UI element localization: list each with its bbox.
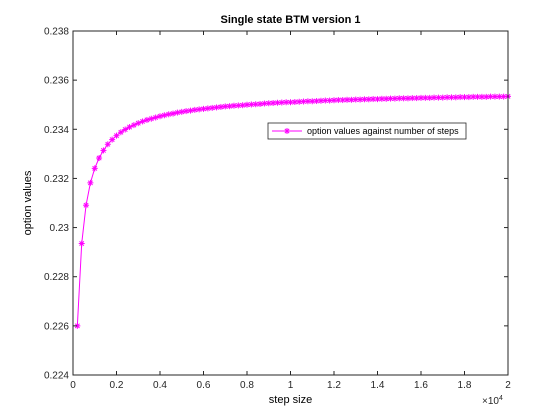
- x-tick-label: 1: [288, 380, 294, 391]
- legend: option values against number of steps: [267, 122, 467, 140]
- x-tick-label: 0.4: [153, 380, 167, 391]
- x-tick-label: 0.8: [240, 380, 254, 391]
- data-point: [113, 132, 120, 139]
- data-point: [100, 147, 107, 154]
- x-tick-label: 1.4: [371, 380, 385, 391]
- ticks-layer: 0 0.2 0.4 0.6 0.8 1 1.2 1.4 1.6 1.8 2 0.224 0.226 0.2…: [44, 27, 511, 392]
- data-point: [361, 96, 368, 103]
- y-tick-label: 0.238: [44, 27, 69, 38]
- data-point: [413, 95, 420, 102]
- legend-marker: [284, 128, 290, 134]
- data-point: [439, 94, 446, 101]
- x-axis-title: step size: [269, 394, 312, 406]
- data-point: [239, 102, 246, 109]
- data-point: [148, 115, 155, 122]
- data-point: [196, 106, 203, 113]
- y-tick-label: 0.232: [44, 174, 69, 185]
- data-point: [261, 100, 268, 107]
- data-point: [117, 129, 124, 136]
- x-tick-label: 1.6: [414, 380, 428, 391]
- data-point: [83, 202, 90, 209]
- legend-label: option values against number of steps: [307, 126, 459, 136]
- y-tick-label: 0.224: [44, 371, 69, 382]
- data-point: [104, 141, 111, 148]
- data-point: [209, 104, 216, 111]
- y-tick-label: 0.228: [44, 272, 69, 283]
- data-point: [435, 94, 442, 101]
- data-point: [200, 105, 207, 112]
- y-tick-label: 0.234: [44, 125, 69, 136]
- data-point: [170, 110, 177, 117]
- data-point: [248, 101, 255, 108]
- data-point: [278, 99, 285, 106]
- data-point: [178, 108, 185, 115]
- data-point: [143, 116, 150, 123]
- data-point: [161, 112, 168, 119]
- legend-marker-star: [284, 128, 290, 134]
- data-point: [157, 113, 163, 120]
- data-point: [478, 93, 485, 100]
- data-point: [152, 114, 159, 121]
- x-tick-label: 1.8: [458, 380, 472, 391]
- legend-box: [267, 122, 467, 140]
- x-tick-label: 0.6: [197, 380, 211, 391]
- data-point: [274, 99, 281, 106]
- data-point: [109, 136, 116, 143]
- x-tick-label: 0.2: [110, 380, 124, 391]
- y-tick-label: 0.226: [44, 321, 69, 332]
- data-point: [165, 111, 172, 118]
- data-point: [122, 126, 129, 133]
- chart-title: Single state BTM version 1: [221, 14, 361, 26]
- series-layer: [74, 93, 511, 329]
- x-axis-multiplier-base: ×10: [482, 396, 499, 407]
- x-axis-multiplier-exponent: 4: [499, 395, 503, 402]
- x-axis-multiplier: ×104: [482, 395, 503, 407]
- data-point: [300, 98, 307, 105]
- data-point: [174, 109, 181, 116]
- data-point: [91, 165, 98, 172]
- data-point: [474, 93, 481, 100]
- x-tick-label: 0: [70, 380, 76, 391]
- data-point: [187, 107, 194, 114]
- data-point: [78, 240, 85, 247]
- data-point: [270, 99, 277, 106]
- data-point: [426, 94, 433, 101]
- y-tick-label: 0.236: [44, 76, 69, 87]
- data-point: [96, 155, 103, 162]
- y-tick-label: 0.23: [50, 223, 70, 234]
- data-point: [139, 118, 146, 125]
- x-tick-label: 2: [505, 380, 511, 391]
- data-point: [87, 179, 94, 186]
- data-point: [326, 97, 333, 104]
- y-axis-title: option values: [22, 170, 34, 235]
- data-point: [404, 95, 411, 102]
- plot-area: [73, 31, 508, 375]
- x-tick-label: 1.2: [327, 380, 341, 391]
